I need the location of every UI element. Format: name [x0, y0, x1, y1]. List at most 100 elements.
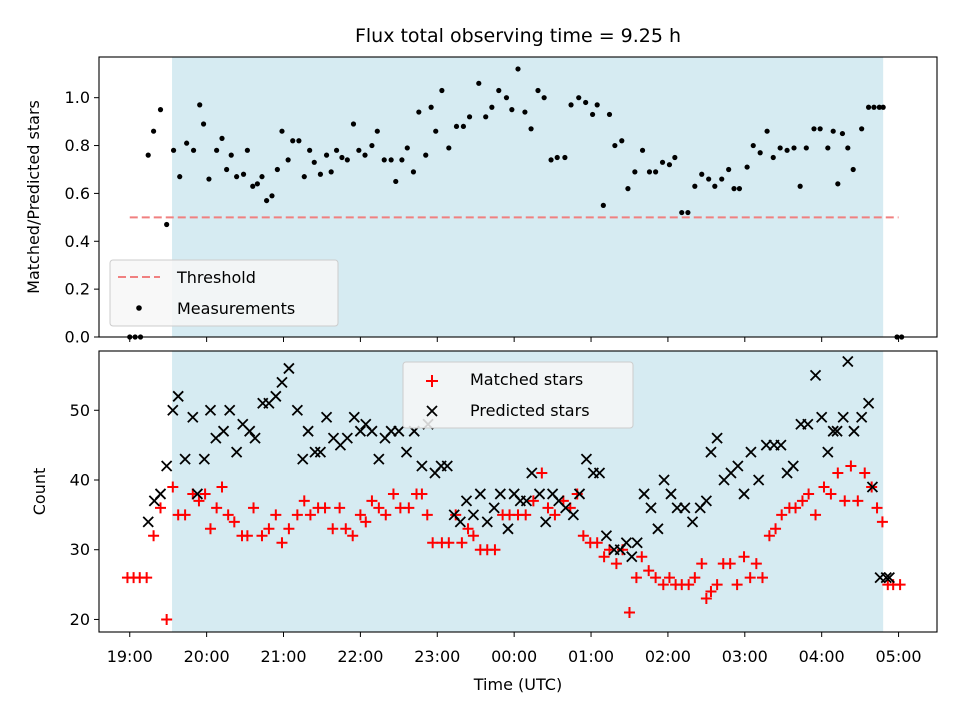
matched-star-point: [456, 537, 468, 549]
measurement-point: [562, 154, 568, 161]
matched-star-point: [283, 523, 295, 535]
matched-star-point: [696, 558, 708, 570]
matched-star-point: [161, 613, 173, 625]
measurement-point: [612, 142, 618, 149]
matched-star-point: [796, 495, 808, 507]
ratio-y-tick-label: 0.0: [65, 328, 90, 347]
matched-star-point: [416, 488, 428, 500]
matched-star-point: [763, 530, 775, 542]
predicted-star-point: [474, 488, 486, 500]
measurement-point: [830, 128, 836, 134]
predicted-star-point: [787, 460, 799, 472]
measurement-point: [164, 221, 170, 228]
predicted-star-point: [620, 537, 633, 549]
measurement-point: [259, 174, 265, 180]
measurement-point: [145, 152, 151, 158]
ratio-y-tick-label: 0.8: [65, 136, 90, 155]
measurement-point: [835, 181, 841, 187]
matched-star-point: [141, 572, 153, 584]
measurement-point: [206, 176, 212, 182]
matched-star-point: [610, 558, 622, 570]
predicted-star-point: [393, 425, 405, 437]
matched-star-point: [167, 481, 179, 493]
predicted-star-point: [416, 460, 428, 472]
matched-star-point: [542, 502, 554, 514]
matched-star-point: [731, 579, 743, 591]
measurement-point: [541, 95, 547, 101]
predicted-star-point: [142, 516, 154, 528]
matched-star-point: [876, 516, 888, 528]
matched-star-point: [689, 572, 701, 584]
count-panel-frame: [98, 350, 938, 633]
matched-star-point: [270, 509, 282, 521]
matched-star-point: [263, 523, 275, 535]
matched-star-point: [577, 530, 589, 542]
matched-star-point: [427, 537, 439, 549]
measurement-point: [583, 99, 589, 106]
measurement-point: [404, 145, 410, 151]
predicted-star-point: [276, 376, 288, 389]
predicted-star-point: [809, 369, 822, 382]
measurement-point: [439, 87, 445, 94]
matched-star-point: [148, 530, 160, 542]
predicted-star-point: [866, 481, 879, 493]
count-y-axis-label: Count: [30, 468, 49, 516]
predicted-star-point: [481, 516, 493, 528]
legend-measurements-label: Measurements: [177, 299, 295, 318]
matched-star-point: [450, 509, 462, 521]
matched-star-point: [248, 502, 260, 514]
predicted-star-point: [354, 425, 367, 437]
count-legend: Matched stars Predicted stars: [402, 361, 634, 429]
matched-star-point: [825, 488, 837, 500]
matched-star-point: [871, 502, 883, 514]
measurement-point: [839, 130, 846, 137]
predicted-star-point: [520, 495, 533, 507]
measurement-point: [190, 147, 197, 153]
measurement-point: [576, 95, 582, 101]
predicted-star-point: [270, 390, 282, 402]
measurement-point: [285, 157, 291, 163]
matched-star-point: [380, 509, 392, 521]
measurement-point: [625, 186, 631, 192]
matched-star-point: [520, 509, 532, 521]
predicted-star-point: [244, 425, 256, 437]
matched-star-point: [256, 530, 268, 542]
measurement-point: [446, 145, 452, 151]
measurement-point: [736, 186, 743, 192]
measurement-point: [764, 128, 770, 134]
measurement-point: [817, 126, 823, 132]
time-x-tick-label: 20:00: [184, 647, 230, 666]
measurement-point: [453, 123, 460, 130]
measurement-point: [197, 102, 203, 108]
predicted-star-point: [400, 446, 413, 458]
predicted-star-point: [711, 432, 723, 444]
predicted-star-point: [283, 362, 295, 375]
predicted-star-point: [738, 488, 750, 500]
matched-star-point: [527, 495, 539, 507]
measurement-point: [845, 145, 851, 151]
measurement-point: [791, 145, 797, 151]
measurement-point: [594, 102, 600, 108]
measurement-point: [692, 183, 698, 189]
measurement-point: [423, 152, 429, 158]
measurement-point: [219, 135, 225, 141]
measurement-point: [803, 145, 809, 151]
predicted-star-point: [686, 516, 699, 528]
predicted-star-point: [822, 446, 834, 458]
measurement-point: [296, 138, 302, 144]
predicted-star-point: [161, 460, 173, 472]
matched-star-point: [489, 544, 501, 556]
measurement-point: [589, 111, 596, 118]
measurement-point: [784, 147, 790, 153]
count-y-tick-label: 50: [70, 401, 90, 420]
predicted-star-point: [441, 460, 453, 472]
measurement-point: [362, 152, 368, 158]
matched-star-point: [298, 495, 310, 507]
measurement-point: [279, 128, 285, 134]
matched-star-point: [738, 551, 750, 563]
matched-star-point: [832, 467, 844, 479]
measurement-point: [679, 209, 685, 216]
matched-star-point: [347, 530, 359, 542]
measurement-point: [726, 166, 732, 173]
